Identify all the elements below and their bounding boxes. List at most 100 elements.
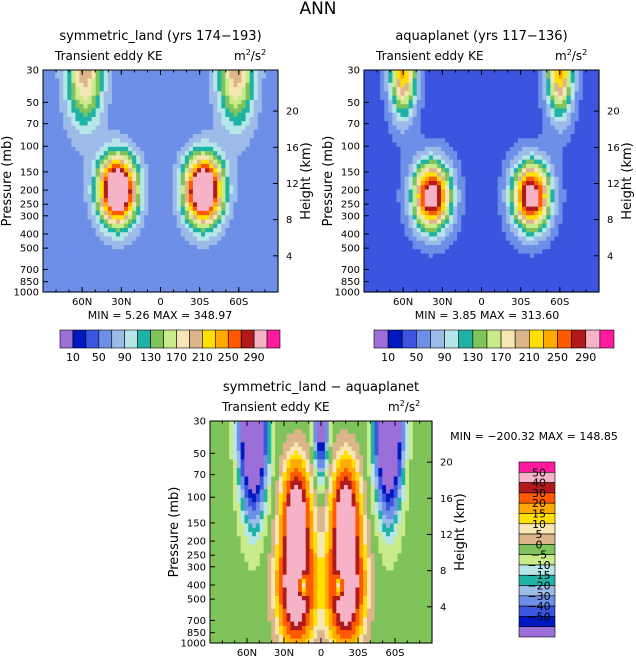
field-cell bbox=[485, 87, 491, 92]
field-cell bbox=[103, 236, 109, 242]
field-cell bbox=[168, 206, 174, 212]
field-cell bbox=[225, 95, 230, 101]
field-cell bbox=[63, 202, 68, 208]
field-cell bbox=[404, 159, 410, 165]
field-cell bbox=[440, 202, 446, 208]
field-cell bbox=[253, 91, 259, 97]
field-cell bbox=[542, 112, 547, 118]
field-cell bbox=[400, 78, 406, 84]
field-cell bbox=[176, 108, 182, 114]
field-cell bbox=[71, 146, 77, 152]
field-cell bbox=[111, 245, 117, 250]
field-cell bbox=[485, 202, 491, 208]
field-cell bbox=[489, 176, 495, 182]
field-cell bbox=[67, 125, 72, 131]
field-cell bbox=[201, 95, 206, 101]
field-cell bbox=[217, 176, 222, 182]
field-cell bbox=[477, 104, 483, 110]
field-cell bbox=[176, 257, 182, 263]
field-cell bbox=[432, 112, 438, 118]
field-cell bbox=[59, 236, 64, 242]
field-cell bbox=[83, 112, 89, 118]
field-cell bbox=[192, 287, 198, 293]
field-cell bbox=[273, 112, 279, 118]
field-cell bbox=[269, 215, 275, 221]
field-cell bbox=[481, 70, 487, 75]
field-cell bbox=[522, 116, 527, 122]
field-cell bbox=[473, 151, 479, 156]
field-cell bbox=[184, 193, 190, 199]
field-cell bbox=[217, 134, 222, 139]
field-cell bbox=[172, 104, 178, 110]
field-cell bbox=[192, 78, 198, 84]
field-cell bbox=[59, 125, 64, 131]
field-cell bbox=[586, 91, 592, 97]
field-cell bbox=[103, 146, 109, 152]
field-cell bbox=[485, 172, 491, 178]
field-cell bbox=[505, 163, 511, 169]
field-cell bbox=[119, 78, 125, 84]
field-cell bbox=[257, 185, 263, 191]
field-cell bbox=[384, 193, 389, 199]
field-cell bbox=[501, 168, 507, 174]
field-cell bbox=[245, 159, 251, 165]
field-cell bbox=[237, 274, 243, 280]
field-cell bbox=[245, 215, 251, 221]
field-cell bbox=[408, 172, 414, 178]
field-cell bbox=[217, 116, 222, 122]
field-cell bbox=[63, 87, 68, 92]
field-cell bbox=[229, 125, 235, 131]
field-cell bbox=[237, 74, 243, 80]
field-cell bbox=[530, 142, 535, 148]
field-cell bbox=[505, 116, 511, 122]
field-cell bbox=[534, 189, 539, 195]
field-cell bbox=[400, 82, 406, 88]
field-cell bbox=[237, 95, 243, 101]
field-cell bbox=[91, 270, 97, 276]
field-cell bbox=[192, 185, 198, 191]
field-cell bbox=[269, 206, 275, 212]
field-cell bbox=[428, 151, 434, 156]
field-cell bbox=[229, 176, 235, 182]
field-cell bbox=[408, 108, 414, 114]
field-cell bbox=[273, 142, 279, 148]
field-cell bbox=[384, 151, 389, 156]
field-cell bbox=[201, 257, 206, 263]
field-cell bbox=[550, 74, 556, 80]
field-cell bbox=[453, 198, 458, 203]
field-cell bbox=[124, 104, 129, 110]
field-cell bbox=[225, 227, 230, 233]
field-cell bbox=[582, 74, 588, 80]
field-cell bbox=[578, 78, 584, 84]
field-cell bbox=[449, 159, 454, 165]
field-cell bbox=[75, 202, 81, 208]
field-cell bbox=[424, 142, 430, 148]
field-cell bbox=[180, 227, 186, 233]
field-cell bbox=[67, 223, 72, 229]
field-cell bbox=[445, 163, 450, 169]
field-cell bbox=[87, 108, 93, 114]
field-cell bbox=[63, 155, 68, 161]
field-cell bbox=[493, 189, 499, 195]
field-cell bbox=[249, 266, 255, 272]
field-cell bbox=[233, 206, 239, 212]
field-cell bbox=[59, 112, 64, 118]
field-cell bbox=[396, 168, 402, 174]
field-cell bbox=[67, 283, 72, 289]
field-cell bbox=[148, 129, 153, 135]
field-cell bbox=[144, 163, 149, 169]
field-cell bbox=[590, 181, 596, 186]
field-cell bbox=[546, 159, 551, 165]
field-cell bbox=[542, 159, 547, 165]
field-cell bbox=[269, 181, 275, 186]
field-cell bbox=[469, 78, 474, 84]
field-cell bbox=[400, 104, 406, 110]
field-cell bbox=[205, 215, 210, 221]
field-cell bbox=[168, 121, 174, 127]
field-cell bbox=[209, 172, 214, 178]
colorbar-box bbox=[137, 329, 151, 349]
field-cell bbox=[257, 287, 263, 293]
field-cell bbox=[115, 70, 121, 75]
field-cell bbox=[473, 99, 479, 105]
field-cell bbox=[156, 283, 162, 289]
